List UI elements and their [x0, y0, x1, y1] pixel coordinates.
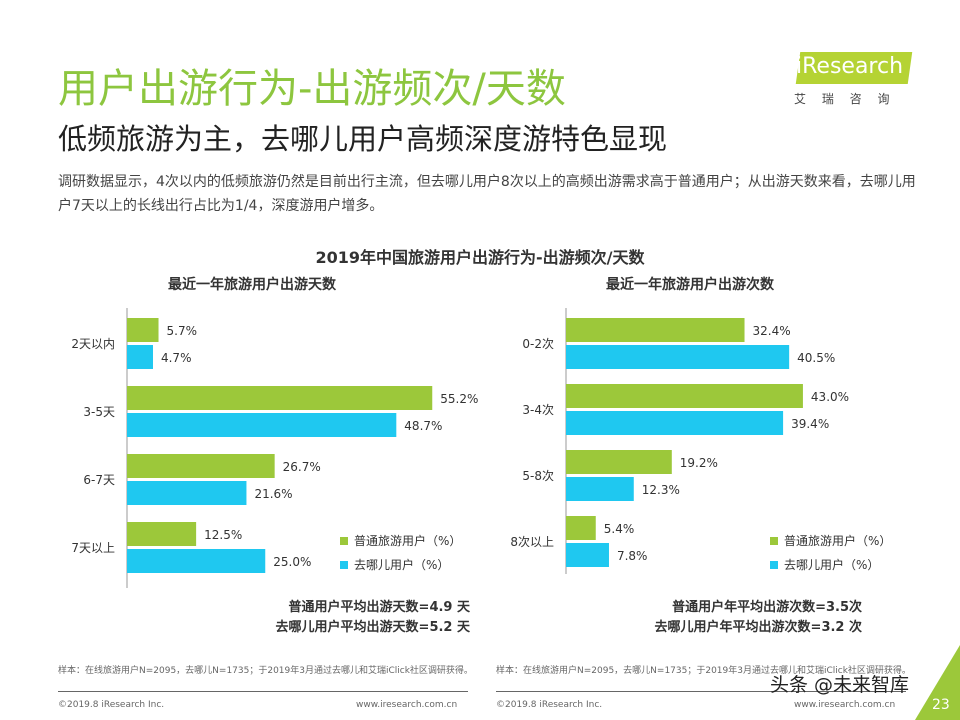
right-summary-2: 去哪儿用户年平均出游次数=3.2 次 [654, 620, 862, 635]
bar-qunar [127, 549, 266, 573]
legend-swatch [340, 537, 348, 545]
chart-title: 2019年中国旅游用户出游行为-出游频次/天数 [315, 248, 645, 267]
description: 调研数据显示，4次以内的低频旅游仍然是目前出行主流，但去哪儿用户8次以上的高频出… [58, 174, 916, 214]
legend-label: 去哪儿用户（%） [784, 557, 879, 572]
logo-text: iResearch [796, 54, 904, 79]
data-label: 26.7% [283, 460, 321, 474]
left-chart-title: 最近一年旅游用户出游天数 [168, 277, 336, 293]
data-label: 5.7% [167, 324, 198, 338]
bar-qunar [566, 345, 790, 369]
bar-qunar [127, 481, 247, 505]
bar-normal [127, 454, 275, 478]
category-label: 0-2次 [522, 337, 554, 351]
data-label: 39.4% [791, 417, 829, 431]
legend-swatch [340, 561, 348, 569]
bar-normal [566, 450, 672, 474]
right-chart-title: 最近一年旅游用户出游次数 [606, 277, 774, 293]
data-label: 21.6% [254, 487, 292, 501]
copyright-left: ©2019.8 iResearch Inc. [58, 700, 165, 710]
bar-qunar [566, 411, 784, 435]
category-label: 6-7天 [83, 473, 115, 487]
url-right[interactable]: www.iresearch.com.cn [794, 700, 896, 710]
copyright-right: ©2019.8 iResearch Inc. [496, 700, 603, 710]
bar-normal [566, 384, 803, 408]
bar-normal [127, 522, 197, 546]
logo-sub: 艾 瑞 咨 询 [794, 92, 896, 106]
data-label: 7.8% [617, 549, 648, 563]
data-label: 4.7% [161, 351, 192, 365]
bar-qunar [566, 477, 634, 501]
data-label: 48.7% [404, 419, 442, 433]
category-label: 3-4次 [522, 403, 554, 417]
legend-label: 普通旅游用户（%） [354, 533, 461, 548]
bar-qunar [566, 543, 609, 567]
bar-normal [127, 386, 433, 410]
category-label: 7天以上 [71, 541, 115, 555]
page-corner [915, 645, 960, 720]
bar-normal [127, 318, 159, 342]
category-label: 8次以上 [510, 535, 554, 549]
page-subtitle: 低频旅游为主，去哪儿用户高频深度游特色显现 [58, 122, 668, 156]
data-label: 55.2% [440, 392, 478, 406]
page-number: 23 [932, 697, 950, 713]
category-label: 2天以内 [71, 337, 115, 351]
page-title: 用户出游行为-出游频次/天数 [58, 66, 566, 112]
footnote-left: 样本：在线旅游用户N=2095，去哪儿N=1735；于2019年3月通过去哪儿和… [58, 666, 473, 676]
data-label: 12.3% [642, 483, 680, 497]
bar-normal [566, 516, 596, 540]
bar-qunar [127, 413, 397, 437]
data-label: 43.0% [811, 390, 849, 404]
data-label: 19.2% [680, 456, 718, 470]
legend-label: 去哪儿用户（%） [354, 557, 449, 572]
legend-label: 普通旅游用户（%） [784, 533, 891, 548]
watermark: 头条 @未来智库 [770, 674, 910, 696]
divider-left [58, 691, 468, 692]
iresearch-logo: iResearch 艾 瑞 咨 询 [790, 52, 913, 107]
left-summary-2: 去哪儿用户平均出游天数=5.2 天 [275, 620, 470, 635]
category-label: 3-5天 [83, 405, 115, 419]
data-label: 25.0% [273, 555, 311, 569]
legend-swatch [770, 561, 778, 569]
bar-qunar [127, 345, 153, 369]
right-summary-1: 普通用户年平均出游次数=3.5次 [672, 600, 862, 615]
divider-right [496, 691, 906, 692]
data-label: 12.5% [204, 528, 242, 542]
data-label: 5.4% [604, 522, 635, 536]
data-label: 40.5% [797, 351, 835, 365]
category-label: 5-8次 [522, 469, 554, 483]
bar-normal [566, 318, 745, 342]
left-summary-1: 普通用户平均出游天数=4.9 天 [288, 600, 470, 615]
url-left[interactable]: www.iresearch.com.cn [356, 700, 458, 710]
data-label: 32.4% [753, 324, 791, 338]
footnote-right: 样本：在线旅游用户N=2095，去哪儿N=1735；于2019年3月通过去哪儿和… [496, 666, 911, 676]
legend-swatch [770, 537, 778, 545]
